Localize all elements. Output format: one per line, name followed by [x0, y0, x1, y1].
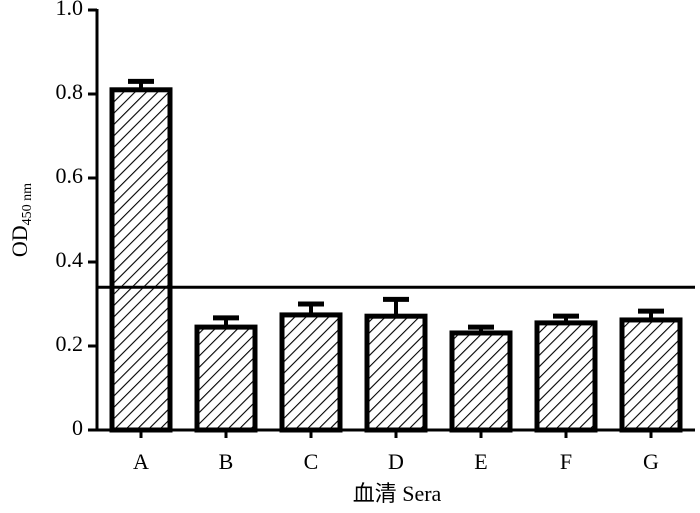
bar	[364, 313, 428, 433]
bar	[194, 324, 258, 433]
x-tick-label: E	[474, 449, 487, 474]
x-axis-label: 血清 Sera	[353, 481, 442, 506]
bar	[619, 317, 683, 433]
x-tick-label: G	[643, 449, 659, 474]
x-tick-label: F	[560, 449, 572, 474]
y-tick-label: 0	[72, 415, 83, 440]
y-tick-label: 0.4	[56, 247, 84, 272]
y-tick-label: 1.0	[56, 0, 84, 20]
y-tick-label: 0.8	[56, 79, 84, 104]
y-tick-label: 0.2	[56, 331, 84, 356]
bar	[109, 87, 173, 433]
x-tick-label: A	[133, 449, 149, 474]
y-axis-label: OD450 nm	[7, 183, 35, 257]
bar	[449, 330, 513, 433]
bar	[279, 312, 343, 433]
x-tick-label: D	[388, 449, 404, 474]
y-tick-label: 0.6	[56, 163, 84, 188]
x-tick-label: B	[219, 449, 234, 474]
bar	[534, 320, 598, 433]
x-tick-label: C	[304, 449, 319, 474]
